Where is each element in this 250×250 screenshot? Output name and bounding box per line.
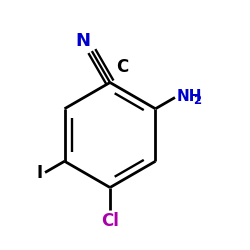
Text: Cl: Cl (101, 212, 119, 230)
Text: N: N (76, 32, 91, 50)
Text: C: C (116, 58, 128, 76)
Text: NH: NH (177, 89, 203, 104)
Text: I: I (36, 164, 43, 182)
Text: 2: 2 (193, 94, 201, 107)
